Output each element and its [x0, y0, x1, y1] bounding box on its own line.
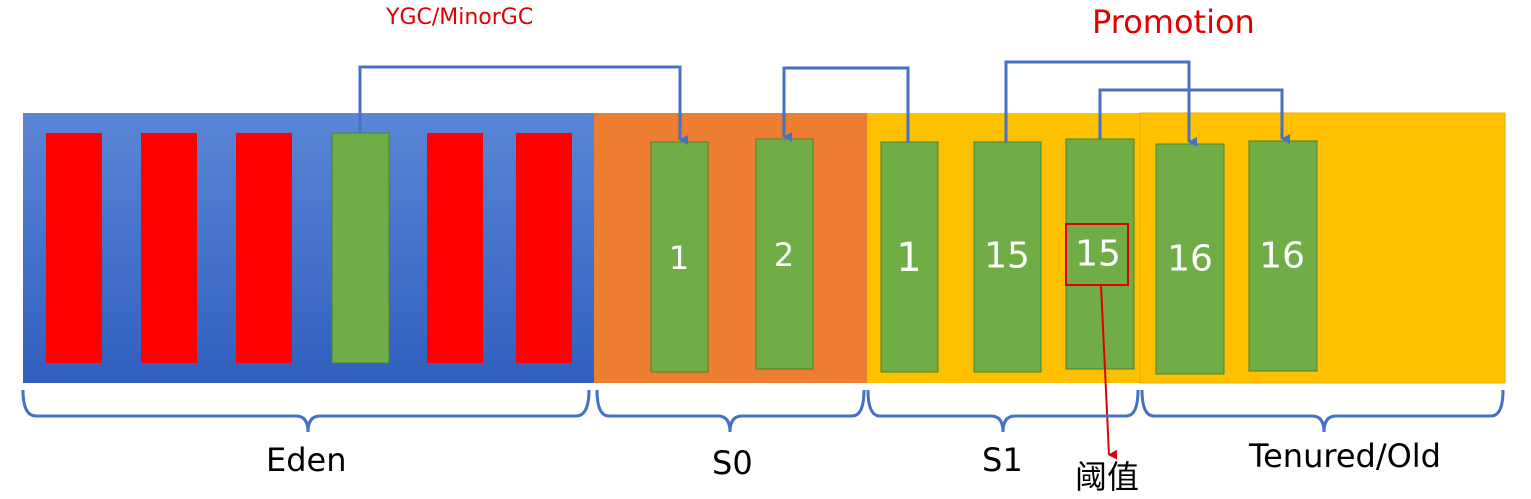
s0-region: [594, 113, 867, 383]
eden-object-4: [331, 132, 390, 364]
threshold-arrow: [1100, 284, 1118, 460]
s1-brace: [866, 389, 1140, 433]
ygc-label: YGC/MinorGC: [386, 5, 534, 30]
old-object-1: [1155, 143, 1225, 375]
eden-region: [23, 113, 594, 383]
s1-object-2: [973, 141, 1042, 373]
s1-object-3: [1065, 138, 1135, 370]
s1-object-2-label: 15: [984, 235, 1030, 277]
s1-label: S1: [982, 441, 1023, 479]
s0-object-2-label: 2: [773, 236, 795, 274]
threshold-highlight-box: [1065, 223, 1129, 286]
eden-to-s0-arrow: [358, 65, 688, 145]
old-brace: [1140, 389, 1505, 433]
old-object-1-label: 16: [1167, 238, 1213, 280]
s0-object-1-label: 1: [668, 239, 690, 277]
eden-object-6: [516, 133, 572, 363]
threshold-label: 阈值: [1075, 458, 1140, 496]
old-object-2: [1248, 140, 1318, 372]
eden-object-2: [141, 133, 197, 363]
s1-object-1-label: 1: [896, 235, 922, 281]
s1-object-3-label: 15: [1075, 233, 1121, 275]
s1-to-old-arrow-2: [1098, 88, 1290, 144]
eden-brace: [21, 389, 591, 433]
s0-object-2: [755, 138, 814, 370]
eden-object-3: [236, 133, 292, 363]
old-object-2-label: 16: [1259, 235, 1305, 277]
eden-label: Eden: [266, 441, 347, 479]
eden-object-5: [427, 133, 483, 363]
s1-to-old-arrow-1: [1004, 60, 1197, 147]
s1-to-s0-arrow: [782, 66, 910, 143]
s0-label: S0: [712, 444, 753, 482]
eden-object-1: [46, 133, 102, 363]
tenured-old-label: Tenured/Old: [1249, 437, 1441, 475]
promotion-label: Promotion: [1092, 3, 1255, 41]
s0-brace: [595, 389, 866, 433]
s1-object-1: [880, 141, 939, 373]
